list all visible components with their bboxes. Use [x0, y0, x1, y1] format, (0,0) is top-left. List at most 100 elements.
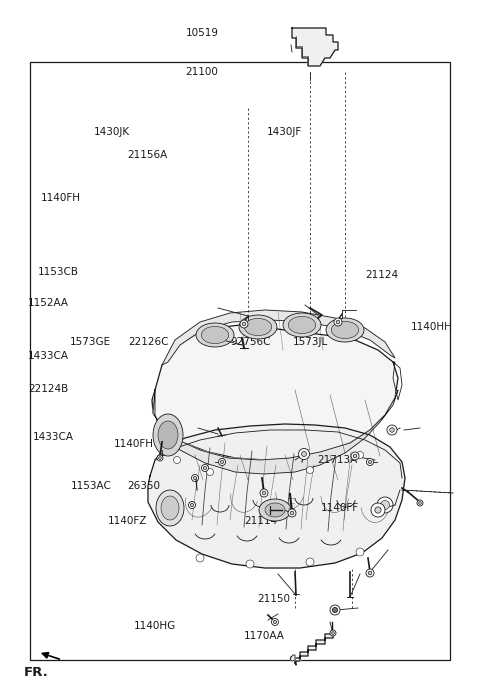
Circle shape: [202, 464, 208, 471]
Ellipse shape: [331, 321, 359, 338]
Ellipse shape: [259, 499, 291, 521]
Circle shape: [390, 428, 394, 432]
Text: 1152AA: 1152AA: [28, 298, 69, 308]
Circle shape: [366, 569, 374, 577]
Circle shape: [157, 455, 163, 461]
Ellipse shape: [244, 319, 272, 336]
Text: 1140FH: 1140FH: [41, 193, 81, 203]
Circle shape: [301, 451, 306, 456]
Circle shape: [353, 454, 357, 458]
Circle shape: [351, 452, 359, 460]
Circle shape: [262, 491, 266, 495]
Circle shape: [333, 608, 337, 612]
Text: 22124B: 22124B: [28, 384, 68, 394]
Text: 10519: 10519: [185, 28, 218, 38]
Text: 1140FH: 1140FH: [114, 439, 154, 449]
Polygon shape: [295, 634, 333, 665]
Text: 1140FZ: 1140FZ: [108, 516, 147, 526]
Text: 1170AA: 1170AA: [244, 632, 285, 641]
Text: 21156A: 21156A: [127, 150, 168, 160]
Circle shape: [419, 502, 421, 504]
Circle shape: [334, 318, 342, 326]
Text: 21150: 21150: [257, 594, 290, 603]
Circle shape: [191, 504, 193, 506]
Circle shape: [336, 320, 340, 324]
Circle shape: [288, 509, 296, 517]
Polygon shape: [153, 390, 398, 474]
Bar: [30, 62, 450, 660]
Circle shape: [330, 630, 336, 636]
Text: 1573GE: 1573GE: [70, 337, 111, 347]
Ellipse shape: [196, 323, 234, 347]
Circle shape: [260, 489, 268, 497]
Text: 21114: 21114: [244, 516, 277, 526]
Ellipse shape: [283, 313, 321, 337]
Text: 26350: 26350: [127, 481, 160, 491]
Circle shape: [368, 571, 372, 574]
Ellipse shape: [288, 316, 316, 334]
Circle shape: [196, 554, 204, 562]
Text: 1140HH: 1140HH: [410, 323, 452, 332]
Circle shape: [240, 320, 248, 328]
Circle shape: [220, 460, 224, 464]
Circle shape: [274, 621, 276, 623]
Ellipse shape: [239, 315, 277, 339]
Circle shape: [357, 451, 363, 458]
Circle shape: [206, 469, 214, 475]
Ellipse shape: [158, 421, 178, 449]
Circle shape: [189, 502, 195, 508]
Circle shape: [242, 322, 246, 326]
Text: 21713A: 21713A: [317, 455, 357, 464]
Text: 21124: 21124: [365, 270, 398, 280]
Text: 1573JL: 1573JL: [293, 337, 328, 347]
Circle shape: [330, 605, 340, 615]
Ellipse shape: [201, 326, 228, 343]
Circle shape: [192, 475, 199, 482]
Ellipse shape: [326, 318, 364, 342]
Text: 22126C: 22126C: [129, 337, 169, 347]
Ellipse shape: [156, 490, 184, 526]
Text: 1140HG: 1140HG: [133, 621, 176, 631]
Text: 1430JF: 1430JF: [266, 127, 301, 137]
Polygon shape: [152, 325, 398, 460]
Ellipse shape: [153, 414, 183, 456]
Circle shape: [306, 558, 314, 566]
Text: 1153AC: 1153AC: [71, 481, 112, 491]
Text: 1153CB: 1153CB: [37, 268, 78, 277]
Circle shape: [299, 449, 310, 460]
Circle shape: [356, 548, 364, 556]
Text: 21100: 21100: [185, 67, 217, 77]
Circle shape: [332, 632, 335, 634]
Circle shape: [375, 507, 381, 513]
Circle shape: [367, 458, 373, 466]
Circle shape: [381, 500, 389, 510]
Text: 92756C: 92756C: [230, 337, 271, 347]
Text: 1433CA: 1433CA: [33, 432, 73, 442]
Circle shape: [334, 609, 336, 611]
Circle shape: [333, 608, 337, 612]
Circle shape: [371, 503, 385, 517]
Ellipse shape: [161, 496, 179, 520]
Polygon shape: [290, 655, 295, 661]
Circle shape: [159, 457, 161, 460]
Polygon shape: [292, 28, 338, 66]
Circle shape: [369, 460, 372, 464]
Circle shape: [246, 560, 254, 568]
Circle shape: [377, 497, 393, 513]
Polygon shape: [162, 310, 395, 365]
Circle shape: [417, 500, 423, 506]
Text: 1140FF: 1140FF: [321, 503, 359, 513]
Circle shape: [173, 457, 180, 464]
Circle shape: [272, 619, 278, 625]
Text: FR.: FR.: [24, 667, 49, 679]
Ellipse shape: [265, 503, 285, 517]
Polygon shape: [148, 424, 405, 568]
Circle shape: [387, 425, 397, 435]
Circle shape: [307, 466, 313, 473]
Circle shape: [290, 511, 294, 515]
Circle shape: [193, 476, 197, 480]
Circle shape: [218, 458, 226, 466]
Circle shape: [204, 466, 206, 470]
Text: 1430JK: 1430JK: [94, 127, 130, 137]
Text: 1433CA: 1433CA: [28, 352, 69, 361]
